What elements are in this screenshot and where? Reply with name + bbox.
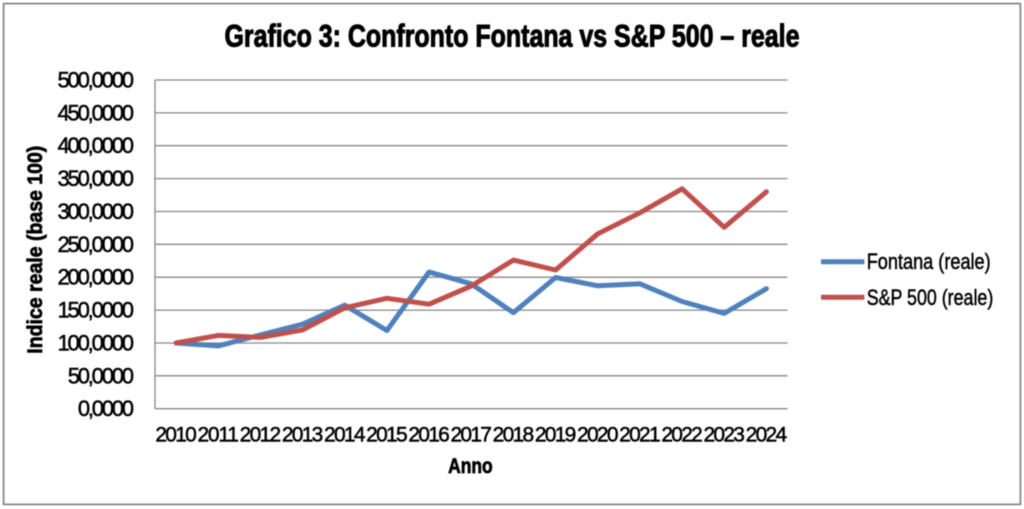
svg-text:100,0000: 100,0000 [58,331,135,356]
svg-text:2024: 2024 [746,424,788,447]
svg-text:2018: 2018 [493,424,535,447]
svg-text:450,0000: 450,0000 [58,100,135,125]
svg-text:S&P 500 (reale): S&P 500 (reale) [867,285,994,310]
svg-text:200,0000: 200,0000 [58,265,135,290]
svg-text:2013: 2013 [282,424,324,447]
svg-text:2015: 2015 [366,424,408,447]
svg-text:2016: 2016 [408,424,450,447]
svg-text:400,0000: 400,0000 [58,133,135,158]
svg-text:0,0000: 0,0000 [78,396,134,421]
svg-text:Anno: Anno [448,455,493,478]
svg-text:500,0000: 500,0000 [58,68,135,93]
svg-text:Indice reale (base 100): Indice reale (base 100) [24,146,47,354]
svg-text:2019: 2019 [535,424,577,447]
svg-text:2010: 2010 [155,424,197,447]
svg-text:2011: 2011 [197,424,239,447]
svg-text:2022: 2022 [661,424,703,447]
svg-text:250,0000: 250,0000 [58,232,135,257]
svg-text:2021: 2021 [619,424,661,447]
svg-text:2014: 2014 [324,424,366,447]
svg-text:2020: 2020 [577,424,619,447]
svg-text:350,0000: 350,0000 [58,166,135,191]
svg-text:Fontana (reale): Fontana (reale) [867,249,991,274]
svg-text:2023: 2023 [703,424,745,447]
svg-text:50,0000: 50,0000 [68,363,134,388]
svg-text:Grafico 3: Confronto Fontana v: Grafico 3: Confronto Fontana vs S&P 500 … [225,17,800,53]
svg-text:300,0000: 300,0000 [58,199,135,224]
svg-text:2012: 2012 [240,424,282,447]
svg-text:2017: 2017 [450,424,492,447]
svg-text:150,0000: 150,0000 [58,298,135,323]
